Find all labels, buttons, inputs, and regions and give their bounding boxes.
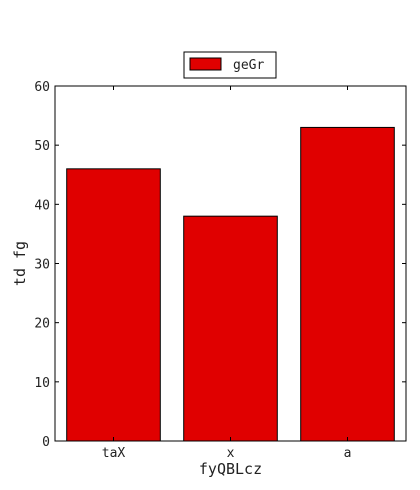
x-axis-title: fyQBLcz (199, 460, 262, 478)
bars-group (66, 126, 395, 442)
legend-label: geGr (233, 58, 264, 73)
bar-a (300, 126, 395, 442)
y-axis-title: td fg (11, 241, 29, 286)
y-tick-label: 20 (34, 317, 50, 332)
legend-swatch (189, 57, 222, 71)
y-tick-label: 60 (34, 80, 50, 95)
x-tick-label: x (227, 446, 235, 461)
y-tick-label: 50 (34, 139, 50, 154)
x-axis-ticks: taX x a (102, 86, 352, 461)
bar-x (183, 215, 278, 442)
y-axis-ticks: 0 10 20 30 40 50 60 (34, 80, 406, 450)
bar-taX (66, 168, 161, 442)
y-tick-label: 30 (34, 258, 50, 273)
x-tick-label: taX (102, 446, 126, 461)
y-tick-label: 0 (42, 435, 50, 450)
plot-frame (54, 85, 407, 442)
y-tick-label: 40 (34, 198, 50, 213)
x-tick-label: a (344, 446, 352, 461)
y-tick-label: 10 (34, 376, 50, 391)
legend: geGr (183, 51, 277, 79)
